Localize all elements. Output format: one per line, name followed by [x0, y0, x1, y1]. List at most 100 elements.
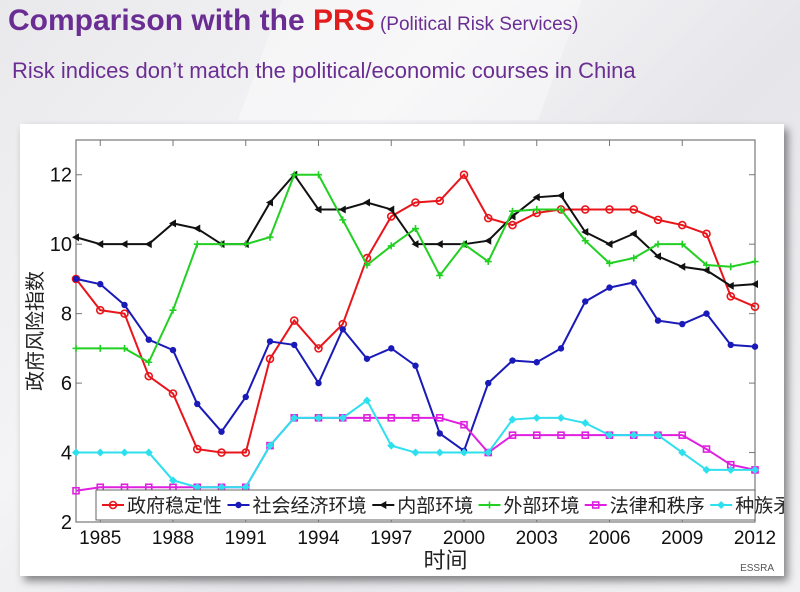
data-point [72, 486, 80, 495]
data-point [242, 240, 250, 248]
data-point [387, 205, 395, 214]
data-point [435, 414, 444, 422]
data-point [435, 240, 443, 249]
x-tick-label: 1994 [297, 528, 340, 549]
data-point [727, 263, 735, 271]
legend-label: 政府稳定性 [127, 495, 222, 517]
data-point [266, 198, 273, 207]
data-point [411, 198, 420, 207]
data-point [387, 242, 395, 250]
data-point [144, 240, 152, 249]
x-tick-label: 2009 [661, 528, 703, 549]
data-point [193, 483, 202, 492]
slide-subtitle: Risk indices don’t match the political/e… [12, 58, 636, 83]
data-point [266, 233, 274, 241]
data-point [557, 205, 565, 213]
data-point [435, 196, 445, 206]
data-point [484, 448, 493, 457]
data-point [581, 431, 590, 439]
data-point [605, 431, 614, 440]
data-point [726, 291, 736, 301]
legend-marker [235, 501, 242, 509]
data-point [629, 431, 638, 440]
data-point [557, 431, 565, 439]
x-tick-label: 1985 [79, 528, 121, 549]
y-axis-label: 政府风险指数 [23, 271, 47, 391]
x-axis-label: 时间 [423, 549, 467, 574]
x-tick-label: 2003 [516, 528, 558, 549]
data-point [580, 205, 590, 214]
data-point [315, 379, 322, 387]
data-point [314, 413, 323, 422]
data-point [654, 317, 662, 324]
x-tick-label: 2000 [443, 528, 485, 549]
legend-marker [108, 500, 118, 510]
data-point [193, 240, 201, 248]
legend-item: 外部环境 [478, 495, 580, 517]
data-point [411, 414, 420, 422]
data-point [72, 448, 80, 457]
data-point [169, 346, 177, 354]
data-point [241, 448, 251, 457]
data-point [557, 345, 565, 352]
data-point [120, 448, 129, 457]
data-point [435, 448, 444, 457]
plot-frame [75, 139, 756, 523]
x-tick-label: 2006 [588, 528, 630, 549]
y-tick-label: 12 [50, 165, 72, 187]
data-point [678, 262, 686, 271]
data-point [265, 354, 275, 364]
data-point [314, 344, 323, 353]
data-point [702, 445, 711, 453]
data-point [217, 448, 226, 457]
data-point [96, 344, 104, 352]
legend-item: 政府稳定性 [102, 495, 222, 517]
data-point [386, 212, 396, 221]
legend-marker [717, 501, 726, 509]
title-main: Comparison with the [8, 4, 314, 37]
data-point [217, 483, 226, 492]
data-point [606, 284, 613, 291]
data-point [654, 240, 662, 248]
data-point [557, 191, 564, 200]
data-point [242, 393, 249, 401]
data-point [702, 266, 710, 275]
data-point [266, 338, 274, 345]
data-point [751, 343, 759, 350]
y-tick-label: 10 [50, 234, 72, 256]
data-point [508, 415, 517, 424]
data-point [363, 396, 371, 405]
data-point [533, 359, 540, 366]
line-chart: 2 4 6 8 10 12 1985 1988 1991 1994 1997 2000 2003 2006… [23, 139, 784, 574]
data-point [95, 305, 105, 315]
data-point [702, 465, 711, 474]
data-point [460, 420, 468, 429]
data-point [485, 379, 492, 387]
x-tick-label: 2012 [734, 528, 776, 549]
y-tick-label: 6 [61, 373, 72, 395]
data-point [703, 261, 710, 269]
data-point [436, 430, 443, 437]
data-point [388, 345, 395, 352]
data-point [387, 441, 396, 450]
data-point [726, 281, 734, 290]
data-point [484, 236, 492, 245]
series-2 [72, 275, 759, 455]
data-point [703, 310, 710, 317]
title-highlight: PRS [313, 4, 375, 37]
legend-marker [591, 501, 600, 509]
watermark: ESSRA [740, 563, 774, 574]
data-point [411, 448, 420, 457]
data-point [145, 358, 153, 366]
data-point [291, 341, 298, 349]
data-point [169, 306, 177, 314]
data-point [582, 298, 589, 305]
data-point [750, 302, 760, 311]
data-point [169, 219, 176, 228]
data-point [412, 362, 419, 369]
data-point [315, 171, 322, 179]
data-point [678, 448, 687, 457]
data-point [459, 170, 469, 180]
data-point [460, 448, 468, 457]
data-point [97, 280, 104, 288]
